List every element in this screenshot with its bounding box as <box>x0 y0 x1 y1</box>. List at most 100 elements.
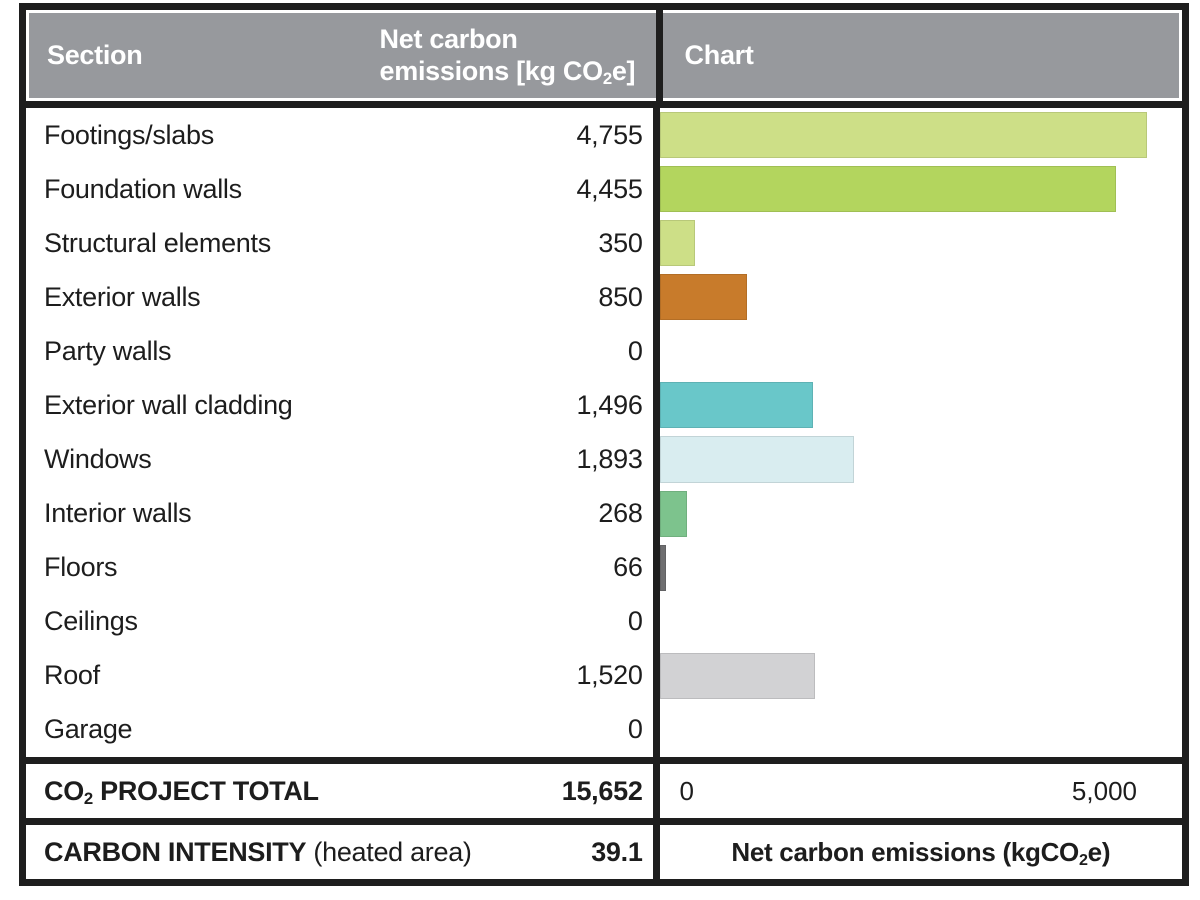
table-row: Structural elements 350 <box>26 216 1182 271</box>
bar-track <box>659 216 1172 270</box>
intensity-divider <box>26 818 1182 825</box>
axis-max-label: 5,000 <box>1071 775 1137 806</box>
row-left-cell: Foundation walls 4,455 <box>26 162 653 216</box>
total-label: CO2 PROJECT TOTAL <box>44 775 319 809</box>
row-chart-cell <box>660 595 1182 649</box>
header-left-cell: Section Net carbon emissions [kg CO2e] <box>29 13 656 98</box>
row-value: 0 <box>627 335 643 366</box>
column-divider <box>652 378 660 433</box>
row-left-cell: Footings/slabs 4,755 <box>26 108 653 162</box>
bar-track <box>660 324 1172 378</box>
row-chart-cell <box>659 649 1182 703</box>
row-value: 1,496 <box>576 389 643 420</box>
table-row: Floors 66 <box>26 540 1182 595</box>
intensity-left-cell: CARBON INTENSITY (heated area) 39.1 <box>26 825 653 879</box>
table-row: Ceilings 0 <box>26 594 1182 649</box>
row-label: Floors <box>44 552 118 583</box>
table-header: Section Net carbon emissions [kg CO2e] C… <box>26 10 1182 101</box>
total-row: CO2 PROJECT TOTAL 15,652 0 5,000 <box>26 764 1182 818</box>
intensity-value: 39.1 <box>591 836 643 867</box>
bar-track <box>659 162 1172 216</box>
row-bar <box>659 544 667 591</box>
bar-track <box>659 649 1172 703</box>
chart-footer: Net carbon emissions (kgCO2e) <box>660 825 1182 879</box>
row-bar <box>659 490 687 537</box>
row-label: Party walls <box>44 335 172 366</box>
total-value: 15,652 <box>561 775 643 806</box>
table-row: Garage 0 <box>26 702 1182 757</box>
row-value: 66 <box>613 552 643 583</box>
row-label: Windows <box>44 444 152 474</box>
row-label: Interior walls <box>44 498 192 529</box>
row-label: Garage <box>44 714 133 745</box>
column-divider <box>652 594 660 649</box>
row-left-cell: Exterior wall cladding 1,496 <box>26 378 653 432</box>
table-row: Footings/slabs 4,755 <box>26 108 1182 163</box>
row-bar <box>659 112 1147 159</box>
column-divider <box>652 108 660 163</box>
emissions-table-figure: Section Net carbon emissions [kg CO2e] C… <box>19 3 1189 886</box>
header-chart: Chart <box>684 40 754 70</box>
row-left-cell: Garage 0 <box>26 703 653 757</box>
row-left-cell: Exterior walls 850 <box>26 270 653 324</box>
row-bar <box>659 274 747 321</box>
row-left-cell: Floors 66 <box>26 541 653 595</box>
row-value: 350 <box>598 227 643 258</box>
bar-track <box>659 541 1172 595</box>
row-bar <box>659 382 813 429</box>
row-value: 0 <box>627 606 643 637</box>
row-label: Foundation walls <box>44 173 242 204</box>
row-chart-cell <box>659 378 1182 432</box>
column-divider <box>652 764 660 818</box>
bar-track <box>659 432 1172 486</box>
row-chart-cell <box>659 487 1182 541</box>
row-bar <box>659 166 1117 213</box>
header-emissions: Net carbon emissions [kg CO2e] <box>379 24 656 89</box>
chart-footer-label: Net carbon emissions (kgCO2e) <box>731 836 1111 869</box>
table-row: Exterior walls 850 <box>26 270 1182 325</box>
column-divider <box>655 10 663 101</box>
total-divider <box>26 757 1182 764</box>
column-divider <box>652 702 660 757</box>
row-value: 850 <box>598 281 643 312</box>
chart-axis: 0 5,000 <box>660 764 1182 818</box>
row-value: 1,893 <box>576 444 643 474</box>
column-divider <box>652 648 660 703</box>
column-divider <box>652 324 660 379</box>
column-divider <box>652 486 660 541</box>
intensity-label-note: (heated area) <box>306 836 472 867</box>
header-emissions-subscript: 2 <box>602 69 612 89</box>
row-left-cell: Interior walls 268 <box>26 487 653 541</box>
column-divider <box>652 432 660 487</box>
row-chart-cell <box>659 541 1182 595</box>
row-left-cell: Structural elements 350 <box>26 216 653 270</box>
total-label-subscript: 2 <box>83 789 93 809</box>
total-left-cell: CO2 PROJECT TOTAL 15,652 <box>26 764 653 818</box>
bar-track <box>659 270 1172 324</box>
table-row: Windows 1,893 <box>26 432 1182 487</box>
row-chart-cell <box>660 703 1182 757</box>
table-row: Roof 1,520 <box>26 648 1182 703</box>
table-row: Exterior wall cladding 1,496 <box>26 378 1182 433</box>
intensity-label: CARBON INTENSITY (heated area) <box>44 836 472 867</box>
row-bar <box>659 436 854 483</box>
row-left-cell: Party walls 0 <box>26 324 653 378</box>
row-chart-cell <box>659 270 1182 324</box>
header-emissions-line2-pre: emissions [kg CO <box>379 55 604 86</box>
column-divider <box>652 270 660 325</box>
row-value: 4,755 <box>576 119 643 150</box>
row-chart-cell <box>659 162 1182 216</box>
row-value: 268 <box>598 498 643 529</box>
row-left-cell: Windows 1,893 <box>26 432 653 486</box>
column-divider <box>652 825 660 879</box>
row-label: Exterior wall cladding <box>44 389 293 420</box>
bar-track <box>659 487 1172 541</box>
row-value: 4,455 <box>576 173 643 204</box>
row-chart-cell <box>659 432 1182 486</box>
row-label: Structural elements <box>44 227 271 258</box>
bar-track <box>659 378 1172 432</box>
row-label: Footings/slabs <box>44 119 214 150</box>
row-label: Ceilings <box>44 606 138 637</box>
row-bar <box>659 220 696 267</box>
header-chart-cell: Chart <box>662 13 1179 98</box>
